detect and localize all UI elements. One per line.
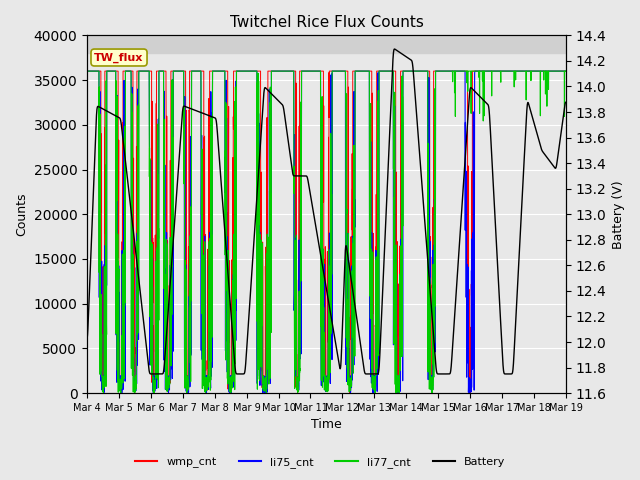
Title: Twitchel Rice Flux Counts: Twitchel Rice Flux Counts xyxy=(230,15,424,30)
Legend: wmp_cnt, li75_cnt, li77_cnt, Battery: wmp_cnt, li75_cnt, li77_cnt, Battery xyxy=(131,452,509,472)
X-axis label: Time: Time xyxy=(311,419,342,432)
Bar xyxy=(87,36,566,53)
Y-axis label: Battery (V): Battery (V) xyxy=(612,180,625,249)
Y-axis label: Counts: Counts xyxy=(15,192,28,236)
Text: TW_flux: TW_flux xyxy=(94,52,144,63)
